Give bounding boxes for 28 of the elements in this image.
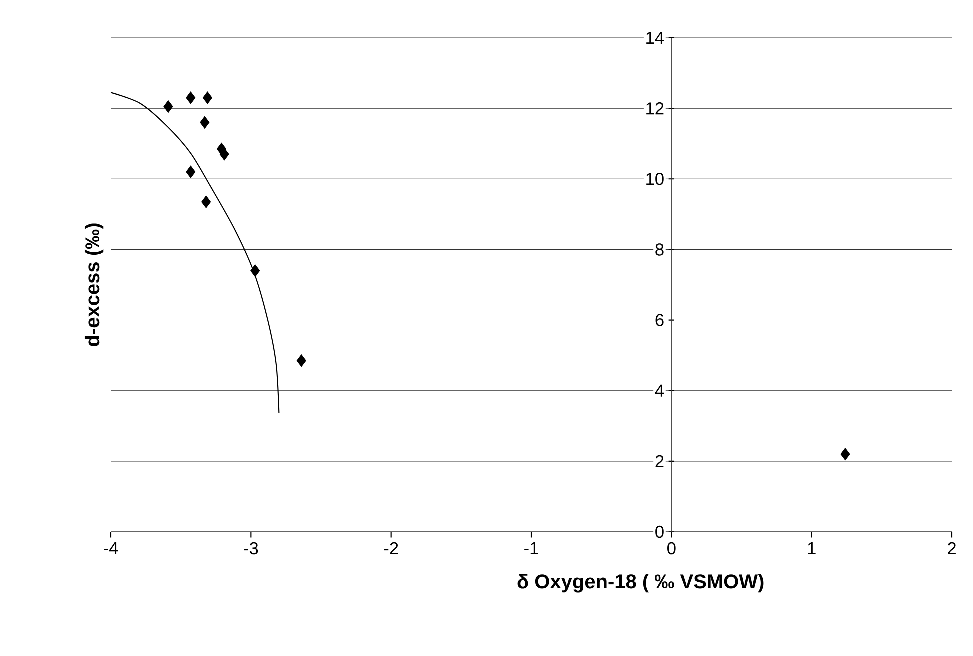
- point: [220, 148, 230, 161]
- x-tick-label: 1: [808, 542, 816, 554]
- y-tick-label: 2: [656, 455, 664, 468]
- x-axis-title: δ Oxygen-18 ( ‰ VSMOW): [518, 574, 764, 593]
- x-tick-label: 2: [948, 542, 956, 555]
- point: [202, 196, 212, 208]
- y-tick-label: 6: [656, 314, 664, 326]
- point: [296, 354, 306, 368]
- point: [186, 166, 196, 178]
- point: [202, 92, 212, 104]
- point: [200, 116, 210, 129]
- point: [250, 264, 260, 278]
- y-tick-label: 14: [646, 32, 664, 44]
- x-tick-label: -1: [524, 542, 538, 554]
- y-tick-label: 8: [656, 244, 664, 256]
- y-axis-title: d-excess (‰): [84, 224, 104, 346]
- y-tick-label: 0: [656, 526, 664, 538]
- y-tick-label: 12: [646, 102, 664, 115]
- y-tick-label: 10: [646, 172, 664, 186]
- x-tick-label: -4: [104, 542, 118, 554]
- point: [840, 448, 850, 461]
- y-tick-label: 4: [655, 384, 664, 397]
- x-tick-label: -2: [384, 542, 398, 555]
- x-tick-label: 0: [668, 542, 676, 555]
- point: [186, 92, 196, 104]
- x-tick-label: -3: [244, 542, 258, 555]
- point: [164, 100, 174, 114]
- line-series: [110, 92, 280, 414]
